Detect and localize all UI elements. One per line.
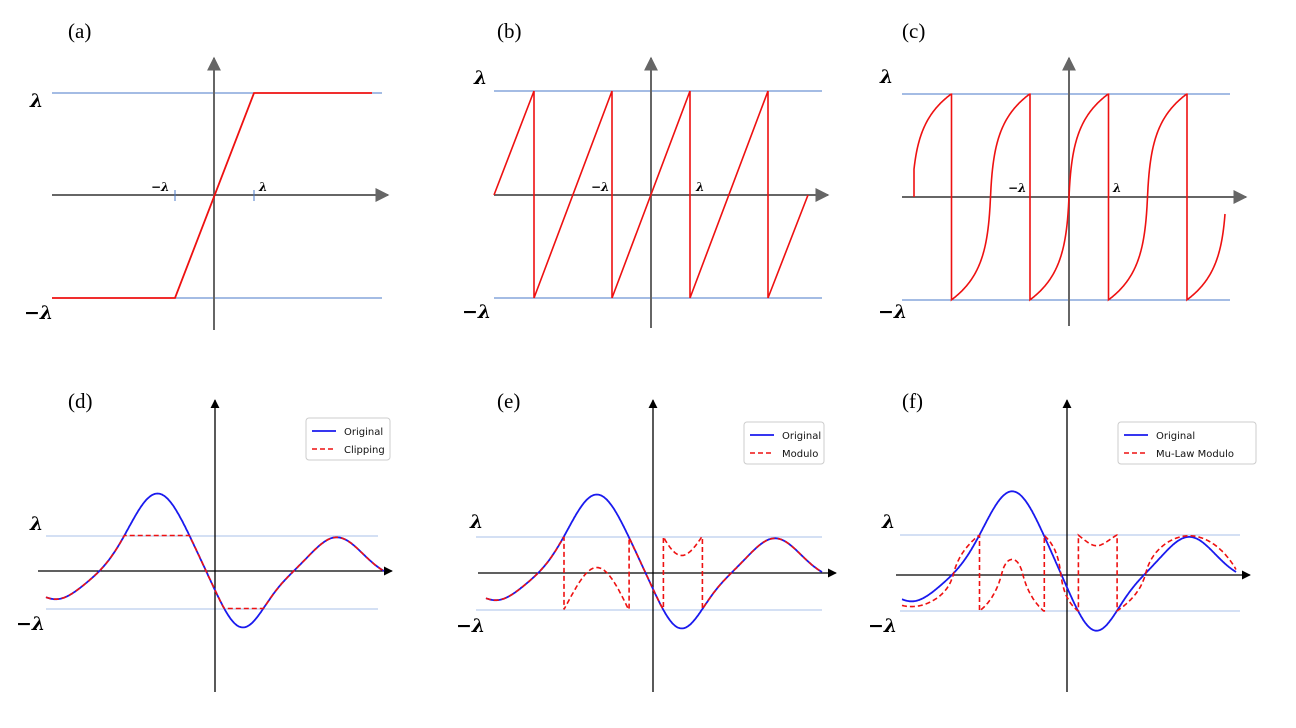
panel-e: (e) λ −λ Original Modulo [456, 389, 837, 692]
panel-f: (f) λ −λ Original Mu-Law Modulo [868, 389, 1257, 692]
neg-lambda-label: −λ [16, 613, 45, 635]
legend: Original Mu-Law Modulo [1117, 421, 1257, 465]
lambda-label: λ [29, 90, 43, 112]
tick-label-pos: λ [1112, 181, 1121, 195]
mu-law-modulo-signal-line [901, 533, 1237, 613]
neg-lambda-label: −λ [456, 615, 485, 637]
panel-c: (c) −λ λ λ −λ [878, 19, 1248, 326]
panel-label-d: (d) [68, 389, 93, 413]
panel-b: (b) −λ λ λ −λ [462, 19, 830, 328]
legend-modulo: Modulo [782, 449, 818, 460]
tick-label-pos: λ [258, 180, 267, 194]
modulo-signal-line [485, 536, 823, 612]
tick-label-pos: λ [695, 180, 704, 194]
legend: Original Clipping [305, 417, 391, 461]
legend-clipping: Clipping [344, 445, 385, 456]
lambda-label: λ [473, 67, 487, 89]
legend-original: Original [1156, 431, 1195, 442]
panel-label-b: (b) [497, 19, 522, 43]
original-signal-line [901, 490, 1237, 632]
tick-label-neg: −λ [591, 180, 609, 194]
original-signal-line [485, 493, 823, 630]
panel-d: (d) λ −λ Original Clipping [16, 389, 393, 692]
panel-label-a: (a) [68, 19, 91, 43]
neg-lambda-label: −λ [24, 302, 53, 324]
neg-lambda-label: −λ [868, 615, 897, 637]
neg-lambda-label: −λ [462, 301, 491, 323]
tick-label-neg: −λ [1008, 181, 1026, 195]
clipping-curve [52, 92, 372, 299]
mu-law-modulo-curve [913, 93, 1226, 302]
clipping-signal-line [45, 534, 385, 610]
lambda-label: λ [469, 511, 483, 533]
lambda-label: λ [881, 511, 895, 533]
legend: Original Modulo [743, 421, 825, 465]
legend-original: Original [344, 427, 383, 438]
panel-label-c: (c) [902, 19, 925, 43]
legend-original: Original [782, 431, 821, 442]
lambda-label: λ [879, 66, 893, 88]
modulo-curve [493, 90, 809, 299]
lambda-label: λ [29, 513, 43, 535]
neg-lambda-label: −λ [878, 301, 907, 323]
panel-label-e: (e) [497, 389, 520, 413]
tick-label-neg: −λ [151, 180, 169, 194]
panel-label-f: (f) [902, 389, 923, 413]
panel-a: (a) −λ λ λ −λ [24, 19, 390, 330]
legend-mu-law-modulo: Mu-Law Modulo [1156, 449, 1234, 460]
